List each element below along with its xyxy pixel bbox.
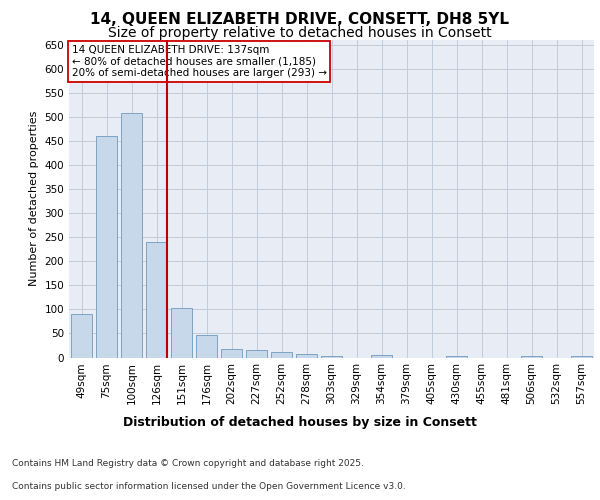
Bar: [171, 308, 192, 358]
Bar: [321, 356, 342, 358]
Y-axis label: Number of detached properties: Number of detached properties: [29, 111, 39, 286]
Bar: [371, 355, 392, 358]
Text: 14 QUEEN ELIZABETH DRIVE: 137sqm
← 80% of detached houses are smaller (1,185)
20: 14 QUEEN ELIZABETH DRIVE: 137sqm ← 80% o…: [71, 45, 326, 78]
Text: Contains public sector information licensed under the Open Government Licence v3: Contains public sector information licen…: [12, 482, 406, 491]
Bar: [146, 242, 167, 358]
Bar: [571, 356, 592, 358]
Bar: [196, 335, 217, 357]
Text: Contains HM Land Registry data © Crown copyright and database right 2025.: Contains HM Land Registry data © Crown c…: [12, 458, 364, 468]
Bar: [96, 136, 117, 358]
Text: Size of property relative to detached houses in Consett: Size of property relative to detached ho…: [108, 26, 492, 40]
Bar: [296, 354, 317, 358]
Bar: [246, 350, 267, 358]
Text: Distribution of detached houses by size in Consett: Distribution of detached houses by size …: [123, 416, 477, 429]
Bar: [271, 352, 292, 358]
Bar: [121, 113, 142, 358]
Bar: [71, 314, 92, 358]
Bar: [521, 356, 542, 358]
Bar: [446, 356, 467, 358]
Text: 14, QUEEN ELIZABETH DRIVE, CONSETT, DH8 5YL: 14, QUEEN ELIZABETH DRIVE, CONSETT, DH8 …: [91, 12, 509, 28]
Bar: [221, 349, 242, 358]
